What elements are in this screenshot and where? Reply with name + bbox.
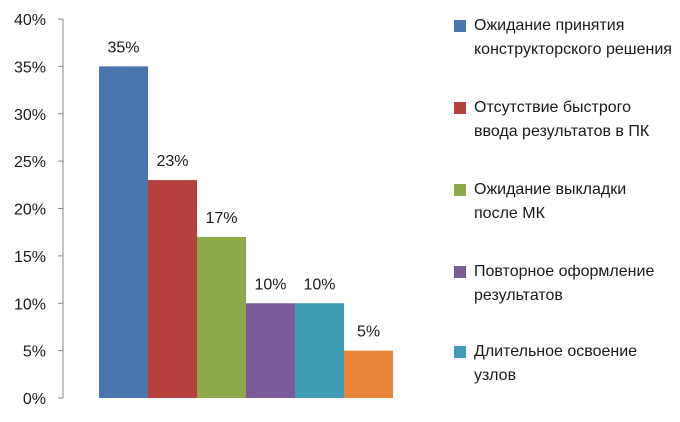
y-tick-label: 15% <box>14 249 46 266</box>
bar <box>295 303 344 398</box>
bar <box>197 236 246 398</box>
y-tick-label: 30% <box>14 107 46 124</box>
legend-swatch <box>454 346 466 358</box>
y-tick-label: 5% <box>23 344 46 361</box>
bar <box>148 180 197 398</box>
legend-label: Повторное оформление результатов <box>474 263 655 304</box>
y-axis: 0% 5% 10% 15% 20% 25% 30% 35% 40% <box>14 12 64 408</box>
y-tick-label: 25% <box>14 154 46 171</box>
data-labels: 35% 23% 17% 10% 10% 5% <box>107 39 380 340</box>
bar-data-label: 10% <box>254 276 286 293</box>
bar-data-label: 17% <box>205 210 237 227</box>
y-tick-label: 35% <box>14 59 46 76</box>
y-tick-label: 0% <box>23 391 46 408</box>
legend-label: Отсутствие быстрого ввода результатов в … <box>474 99 650 140</box>
legend-swatch <box>454 266 466 278</box>
legend-swatch <box>454 102 466 114</box>
bar-chart: 0% 5% 10% 15% 20% 25% 30% 35% 40% 35% 23% 17% 10% 10… <box>14 12 393 408</box>
bars <box>99 66 393 398</box>
bar-data-label: 35% <box>107 39 139 56</box>
y-tick-label: 10% <box>14 296 46 313</box>
bar <box>344 350 393 398</box>
legend-label: Длительное освоение узлов <box>474 343 638 384</box>
bar-data-label: 23% <box>156 153 188 170</box>
bar-data-label: 5% <box>357 324 380 341</box>
legend-label: Ожидание принятия конструкторского решен… <box>474 17 672 58</box>
bar <box>99 66 148 398</box>
y-tick-label: 20% <box>14 202 46 219</box>
legend-label: Ожидание выкладки после МК <box>474 181 627 222</box>
bar-data-label: 10% <box>303 276 335 293</box>
legend-swatch <box>454 20 466 32</box>
y-tick-label: 40% <box>14 12 46 29</box>
legend-swatch <box>454 184 466 196</box>
bar <box>246 303 295 398</box>
